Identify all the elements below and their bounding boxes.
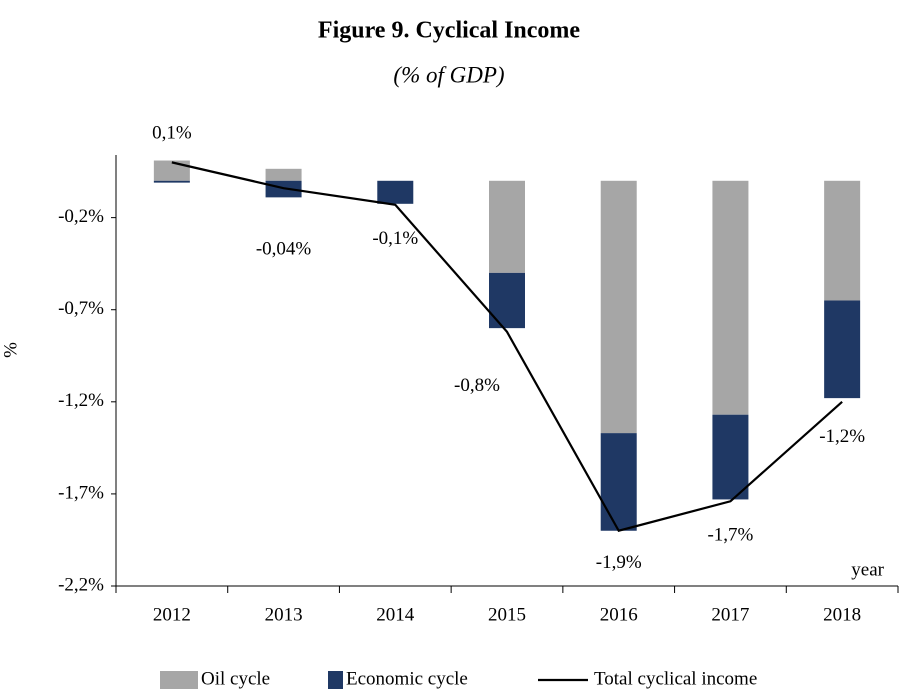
legend-swatch — [328, 671, 343, 689]
chart-subtitle: (% of GDP) — [393, 62, 504, 87]
legend-swatch — [160, 671, 198, 689]
data-label: -0,04% — [256, 239, 312, 260]
data-label: -0,8% — [454, 375, 500, 396]
x-tick-label: 2015 — [488, 604, 526, 625]
y-tick-label: -1,2% — [58, 390, 104, 411]
bar — [600, 433, 637, 531]
bar — [600, 180, 637, 434]
x-tick-label: 2013 — [265, 604, 303, 625]
data-label: -1,2% — [819, 426, 865, 447]
legend-label: Oil cycle — [201, 668, 270, 689]
bar — [824, 300, 861, 399]
x-tick-label: 2016 — [600, 604, 638, 625]
x-tick-label: 2014 — [376, 604, 415, 625]
x-tick-label: 2017 — [711, 604, 749, 625]
legend-label: Total cyclical income — [594, 668, 757, 689]
y-tick-label: -0,2% — [58, 206, 104, 227]
bar — [489, 180, 525, 273]
y-tick-label: -0,7% — [58, 298, 104, 319]
bar — [712, 180, 749, 415]
data-label: -1,9% — [596, 552, 642, 573]
bar — [824, 180, 861, 301]
bar — [377, 180, 414, 204]
y-tick-label: -2,2% — [58, 574, 104, 595]
x-axis-label: year — [851, 559, 884, 580]
bar — [153, 180, 190, 183]
y-tick-label: -1,7% — [58, 482, 104, 503]
y-axis-label: % — [0, 342, 21, 358]
data-label: -0,1% — [372, 228, 418, 249]
chart-title: Figure 9. Cyclical Income — [318, 18, 581, 44]
x-tick-label: 2018 — [823, 604, 861, 625]
bar — [265, 168, 302, 181]
data-label: -1,7% — [707, 525, 753, 546]
bar — [712, 414, 749, 500]
x-tick-label: 2012 — [153, 604, 191, 625]
legend-label: Economic cycle — [346, 668, 468, 689]
line — [171, 161, 843, 533]
data-label: 0,1% — [152, 123, 192, 144]
bar — [489, 272, 525, 329]
bar — [153, 160, 190, 181]
